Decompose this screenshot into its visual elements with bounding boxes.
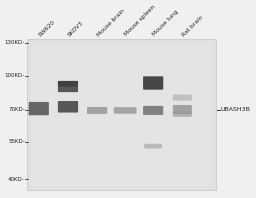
FancyBboxPatch shape (144, 144, 162, 148)
Text: 70KD-: 70KD- (8, 107, 25, 112)
Text: 55KD-: 55KD- (8, 139, 25, 144)
FancyBboxPatch shape (58, 87, 78, 92)
Bar (27, 39, 216, 190)
FancyBboxPatch shape (58, 81, 78, 87)
Text: SW620: SW620 (38, 19, 56, 37)
Text: 100KD-: 100KD- (5, 73, 25, 78)
Text: UBASH3B: UBASH3B (221, 107, 250, 112)
Bar (31, 43, 211, 186)
FancyBboxPatch shape (29, 102, 49, 115)
Text: Mouse spleen: Mouse spleen (124, 5, 157, 37)
Text: 40KD-: 40KD- (8, 177, 25, 182)
Text: Rat brain: Rat brain (181, 14, 204, 37)
FancyBboxPatch shape (143, 106, 163, 115)
FancyBboxPatch shape (87, 107, 107, 114)
FancyBboxPatch shape (114, 107, 136, 114)
Text: Mouse brain: Mouse brain (96, 8, 126, 37)
FancyBboxPatch shape (173, 105, 192, 114)
FancyBboxPatch shape (173, 95, 192, 101)
FancyBboxPatch shape (173, 111, 192, 117)
Text: SKOV3: SKOV3 (67, 20, 84, 37)
FancyBboxPatch shape (143, 76, 163, 90)
Text: Mouse lung: Mouse lung (152, 9, 180, 37)
Text: 130KD-: 130KD- (5, 40, 25, 45)
FancyBboxPatch shape (58, 101, 78, 112)
